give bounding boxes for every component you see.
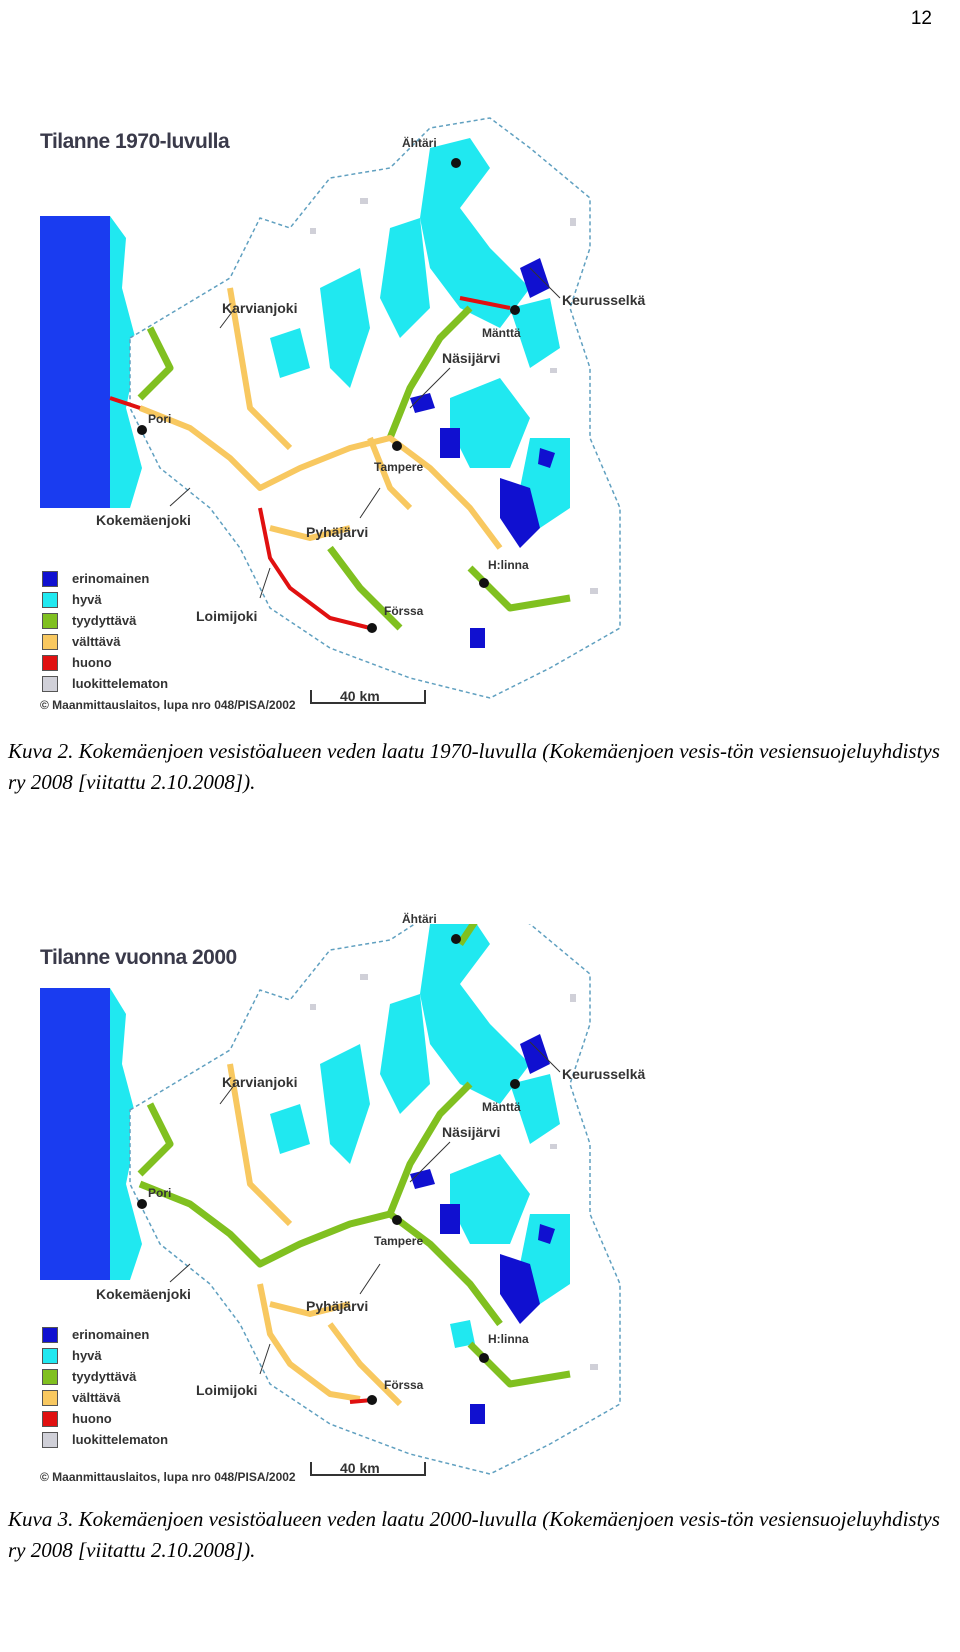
lakes-good [270,924,570,1348]
place-ahtari: Ähtäri [402,912,437,926]
legend-label: luokittelematon [72,1432,169,1447]
figure-caption-2: Kuva 3. Kokemäenjoen vesistöalueen veden… [8,1507,940,1562]
legend-label: tyydyttävä [72,1369,137,1384]
sea-shallow [110,216,142,508]
place-tampere: Tampere [374,1234,424,1248]
place-loimijoki: Loimijoki [196,1382,258,1398]
lakes-good [270,138,570,528]
rivers-fair [227,1063,403,1407]
rivers-poor [109,296,511,630]
legend-swatch [42,570,58,587]
sea-deep [40,216,110,508]
figure-caption-1: Kuva 2. Kokemäenjoen vesistöalueen veden… [8,739,940,794]
legend-swatch [42,1368,58,1385]
place-karvianjoki: Karvianjoki [222,1074,298,1090]
legend-swatch [42,654,58,671]
legend-item: välttävä [42,1387,168,1408]
legend-item: luokittelematon [42,1429,168,1450]
place-keurusselka: Keurusselkä [562,292,646,308]
place-forssa: Förssa [384,1378,424,1392]
legend-item: tyydyttävä [42,1366,168,1387]
legend: erinomainen hyvä tyydyttävä välttävä huo… [42,568,168,694]
legend-item: luokittelematon [42,673,168,694]
legend-label: hyvä [72,592,102,607]
place-kokemaenjoki: Kokemäenjoki [96,1286,191,1302]
place-ahtari: Ähtäri [402,136,437,150]
place-tampere: Tampere [374,460,424,474]
legend-label: erinomainen [72,571,150,586]
scale-label: 40 km [340,688,380,704]
place-karvianjoki: Karvianjoki [222,300,298,316]
scale-bar [310,1462,426,1476]
label-leaders [169,267,561,599]
label-leaders [169,1041,561,1375]
legend-item: tyydyttävä [42,610,168,631]
legend-label: välttävä [72,1390,121,1405]
unclassified-waters [310,974,598,1370]
unclassified-waters [310,198,598,594]
place-nasijarvi: Näsijärvi [442,350,501,366]
legend-swatch [42,612,58,629]
town-markers [137,158,520,633]
legend-swatch [42,1431,58,1448]
scale-bar [310,690,426,704]
sea-shallow [110,988,142,1280]
legend-item: huono [42,652,168,673]
legend-item: erinomainen [42,568,168,589]
legend-swatch [42,675,58,692]
scale-label: 40 km [340,1460,380,1476]
place-kokemaenjoki: Kokemäenjoki [96,512,191,528]
legend-swatch [42,1347,58,1364]
place-loimijoki: Loimijoki [196,608,258,624]
map-title: Tilanne 1970-luvulla [40,130,230,153]
place-nasijarvi: Näsijärvi [442,1124,501,1140]
sea-deep [40,988,110,1280]
place-hlinna: H:linna [488,558,529,572]
legend-item: välttävä [42,631,168,652]
place-forssa: Förssa [384,604,424,618]
town-markers [137,934,520,1405]
legend-item: hyvä [42,1345,168,1366]
place-pyhajarvi: Pyhäjärvi [306,524,369,540]
legend-swatch [42,591,58,608]
place-mantta: Mänttä [482,1100,521,1114]
legend-swatch [42,633,58,650]
copyright: © Maanmittauslaitos, lupa nro 048/PISA/2… [40,1470,296,1484]
legend-swatch [42,1410,58,1427]
legend-swatch [42,1389,58,1406]
rivers-fair [138,287,503,550]
legend-label: välttävä [72,634,121,649]
map-graphic [40,924,621,1475]
legend-label: luokittelematon [72,676,169,691]
legend-item: erinomainen [42,1324,168,1345]
legend-label: huono [72,1411,112,1426]
legend-item: hyvä [42,589,168,610]
legend-label: huono [72,655,112,670]
legend-label: hyvä [72,1348,102,1363]
place-keurusselka: Keurusselkä [562,1066,646,1082]
place-mantta: Mänttä [482,326,521,340]
copyright: © Maanmittauslaitos, lupa nro 048/PISA/2… [40,698,296,712]
place-hlinna: H:linna [488,1332,529,1346]
water-quality-map-1970s: Tilanne 1970-luvulla Ähtäri Keurusselkä … [30,108,690,748]
place-pori: Pori [148,412,172,426]
map-graphic [40,117,621,699]
page-number: 12 [910,8,932,29]
legend-item: huono [42,1408,168,1429]
water-quality-map-2000: Tilanne vuonna 2000 Ähtäri Keurusselkä M… [30,912,690,1564]
legend-label: erinomainen [72,1327,150,1342]
legend: erinomainen hyvä tyydyttävä välttävä huo… [42,1324,168,1450]
legend-label: tyydyttävä [72,613,137,628]
place-pori: Pori [148,1186,172,1200]
lakes-excellent [410,1034,555,1424]
map-title: Tilanne vuonna 2000 [40,946,237,969]
legend-swatch [42,1326,58,1343]
lakes-excellent [410,258,555,648]
place-pyhajarvi: Pyhäjärvi [306,1298,369,1314]
